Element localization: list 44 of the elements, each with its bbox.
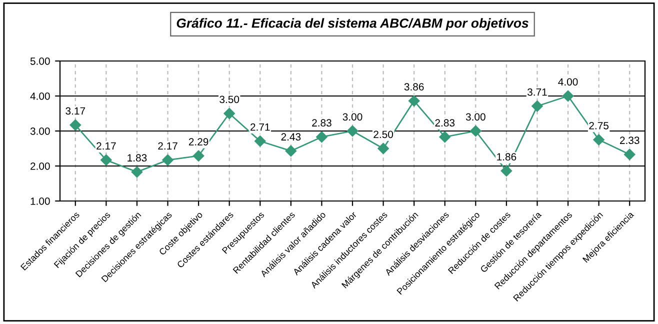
- point: [131, 166, 143, 178]
- point: [532, 100, 543, 112]
- point: [562, 90, 574, 102]
- point: [192, 150, 204, 162]
- data-label: 2.17: [158, 142, 178, 150]
- data-label: 1.83: [128, 154, 147, 162]
- point: [500, 165, 512, 177]
- data-label: 2.50: [374, 130, 394, 138]
- data-label: 2.43: [281, 133, 301, 141]
- data-label: 3.00: [466, 113, 486, 121]
- point: [378, 142, 389, 154]
- data-label: 2.83: [312, 119, 332, 127]
- point: [408, 95, 420, 107]
- point: [162, 154, 174, 166]
- point: [100, 154, 112, 166]
- data-label: 2.29: [188, 138, 208, 146]
- point: [624, 148, 636, 160]
- data-label: 2.33: [620, 136, 640, 144]
- point: [254, 136, 266, 147]
- point: [346, 125, 358, 137]
- point: [470, 125, 482, 137]
- point: [70, 119, 81, 131]
- data-label: 3.17: [66, 107, 86, 115]
- data-label: 2.17: [96, 142, 116, 150]
- data-label: 3.86: [404, 83, 424, 91]
- data-label: 4.00: [558, 78, 578, 86]
- point: [316, 131, 328, 143]
- point: [285, 145, 297, 157]
- y-tick-label: 4.00: [30, 92, 50, 100]
- point: [224, 108, 235, 120]
- chart-title: Gráfico 11.- Eficacia del sistema ABC/ABM por objetivos: [176, 18, 528, 30]
- point: [439, 131, 450, 143]
- data-label: 3.71: [528, 88, 547, 96]
- y-tick-label: 3.00: [30, 128, 50, 135]
- data-label: 2.71: [250, 123, 270, 131]
- y-tick-label: 2.00: [30, 162, 50, 170]
- data-label: 2.83: [435, 119, 455, 127]
- data-label: 3.50: [220, 96, 240, 104]
- data-label: 3.00: [342, 113, 362, 121]
- y-tick-label: 1.00: [30, 198, 50, 205]
- data-label: 2.75: [589, 122, 609, 130]
- point: [593, 134, 604, 146]
- y-tick-label: 5.00: [30, 58, 50, 65]
- data-label: 1.86: [497, 153, 516, 161]
